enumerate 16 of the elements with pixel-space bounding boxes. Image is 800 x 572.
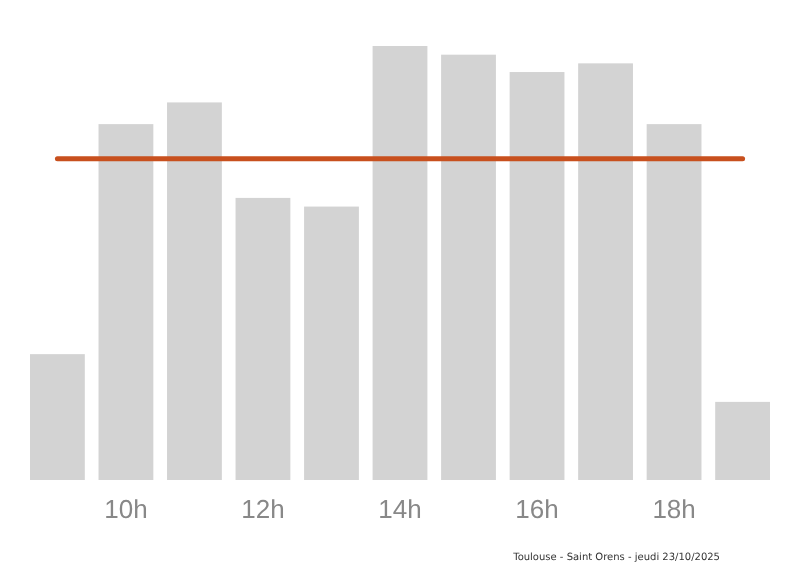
- bar: [578, 63, 633, 480]
- bar: [30, 354, 85, 480]
- bar: [372, 46, 428, 480]
- bar: [304, 206, 359, 480]
- bar: [509, 72, 565, 480]
- bar: [715, 401, 770, 480]
- bar: [98, 124, 154, 480]
- bar: [441, 54, 496, 480]
- x-tick-label: 16h: [515, 494, 559, 525]
- x-tick-label: 12h: [241, 494, 285, 525]
- x-tick-label: 14h: [378, 494, 422, 525]
- bar: [646, 124, 702, 480]
- bar: [235, 197, 291, 480]
- x-tick-label: 10h: [104, 494, 148, 525]
- bar: [167, 102, 222, 480]
- x-tick-label: 18h: [652, 494, 696, 525]
